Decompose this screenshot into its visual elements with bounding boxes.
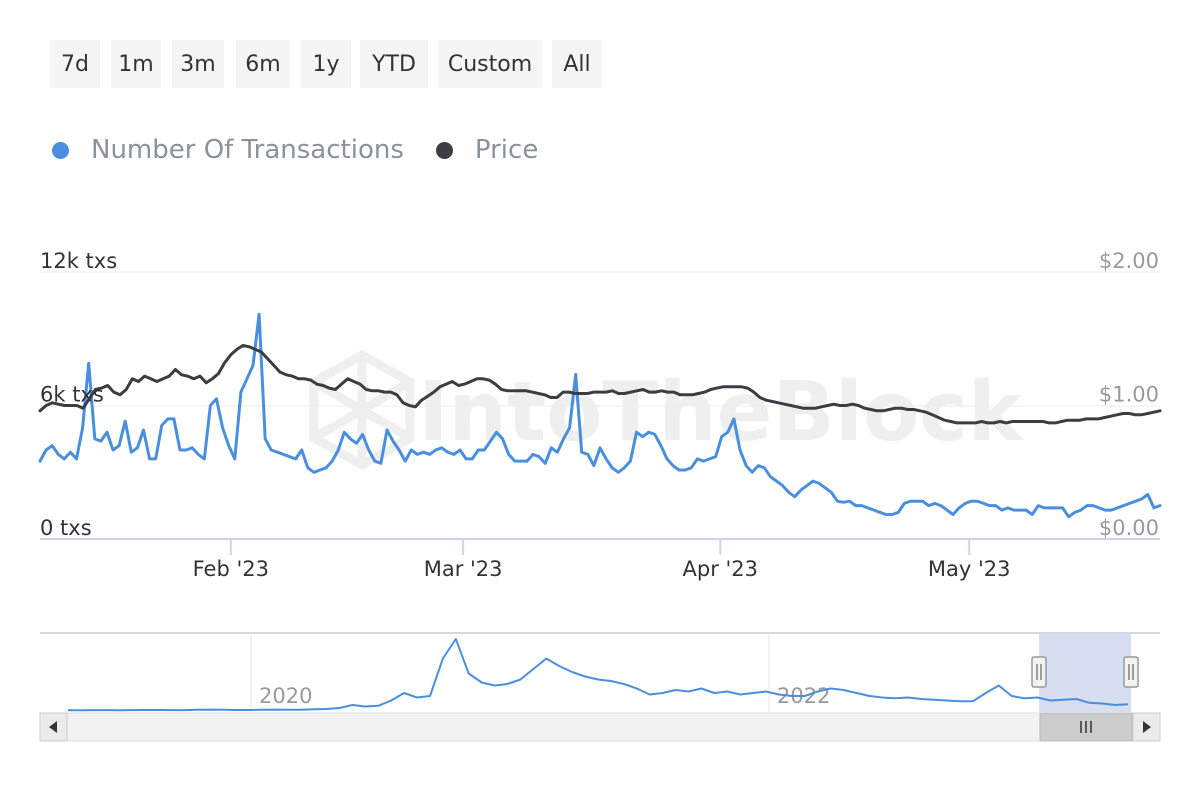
range-button-3m[interactable]: 3m xyxy=(172,40,224,88)
y-axis-right: $0.00 $1.00 $2.00 xyxy=(1099,249,1159,540)
legend-dot-price xyxy=(435,141,453,159)
y-left-tick-label: 6k txs xyxy=(40,383,104,407)
x-axis-ticks: Feb '23 Mar '23 Apr '23 May '23 xyxy=(193,539,1011,581)
navigator-handle-right[interactable] xyxy=(1123,656,1139,688)
x-tick-label: Feb '23 xyxy=(193,557,269,581)
navigator-handle-left[interactable] xyxy=(1031,656,1047,688)
scrollbar-left-button[interactable] xyxy=(39,712,68,742)
x-tick-label: Apr '23 xyxy=(683,557,759,581)
legend-item-price[interactable]: Price xyxy=(435,135,539,165)
scroll-right-arrow-icon xyxy=(1143,721,1151,733)
navigator-label-2022: 2022 xyxy=(777,684,830,708)
scrollbar-track[interactable] xyxy=(39,712,1161,742)
legend-label-transactions: Number Of Transactions xyxy=(91,135,404,165)
series-line-price[interactable] xyxy=(38,343,1162,425)
y-right-tick-label: $2.00 xyxy=(1099,249,1159,273)
range-button-6m[interactable]: 6m xyxy=(236,40,290,88)
navigator[interactable]: 2020 2022 xyxy=(40,632,1160,712)
scrollbar[interactable] xyxy=(39,712,1161,742)
range-button-ytd[interactable]: YTD xyxy=(360,40,428,88)
range-button-1y[interactable]: 1y xyxy=(301,40,351,88)
scrollbar-thumb[interactable] xyxy=(1039,712,1133,742)
chart-legend: Number Of Transactions Price xyxy=(52,128,568,172)
navigator-label-2020: 2020 xyxy=(259,684,312,708)
y-left-tick-label: 0 txs xyxy=(40,516,92,540)
navigator-line xyxy=(68,638,1129,712)
watermark-text: IntoTheBlock xyxy=(418,365,1025,460)
legend-label-price: Price xyxy=(474,135,539,165)
range-button-all[interactable]: All xyxy=(552,40,602,88)
scrollbar-right-button[interactable] xyxy=(1132,712,1161,742)
navigator-selection[interactable] xyxy=(1039,633,1131,712)
y-left-tick-label: 12k txs xyxy=(40,249,117,273)
navigator-series xyxy=(68,638,1129,712)
legend-dot-transactions xyxy=(52,141,69,159)
range-button-1m[interactable]: 1m xyxy=(111,40,161,88)
y-right-tick-label: $1.00 xyxy=(1099,383,1159,407)
y-right-tick-label: $0.00 xyxy=(1099,516,1159,540)
legend-item-transactions[interactable]: Number Of Transactions xyxy=(52,135,404,165)
x-tick-label: Mar '23 xyxy=(424,557,503,581)
scrollbar-grip-icon xyxy=(1080,721,1092,733)
range-button-custom[interactable]: Custom xyxy=(438,40,542,88)
series-layer xyxy=(38,312,1162,519)
x-tick-label: May '23 xyxy=(928,557,1011,581)
series-line-transactions[interactable] xyxy=(38,312,1162,519)
y-axis-left: 0 txs 6k txs 12k txs xyxy=(40,249,117,540)
watermark: IntoTheBlock xyxy=(309,349,1025,471)
scroll-left-arrow-icon xyxy=(49,721,57,733)
range-button-7d[interactable]: 7d xyxy=(50,40,100,88)
